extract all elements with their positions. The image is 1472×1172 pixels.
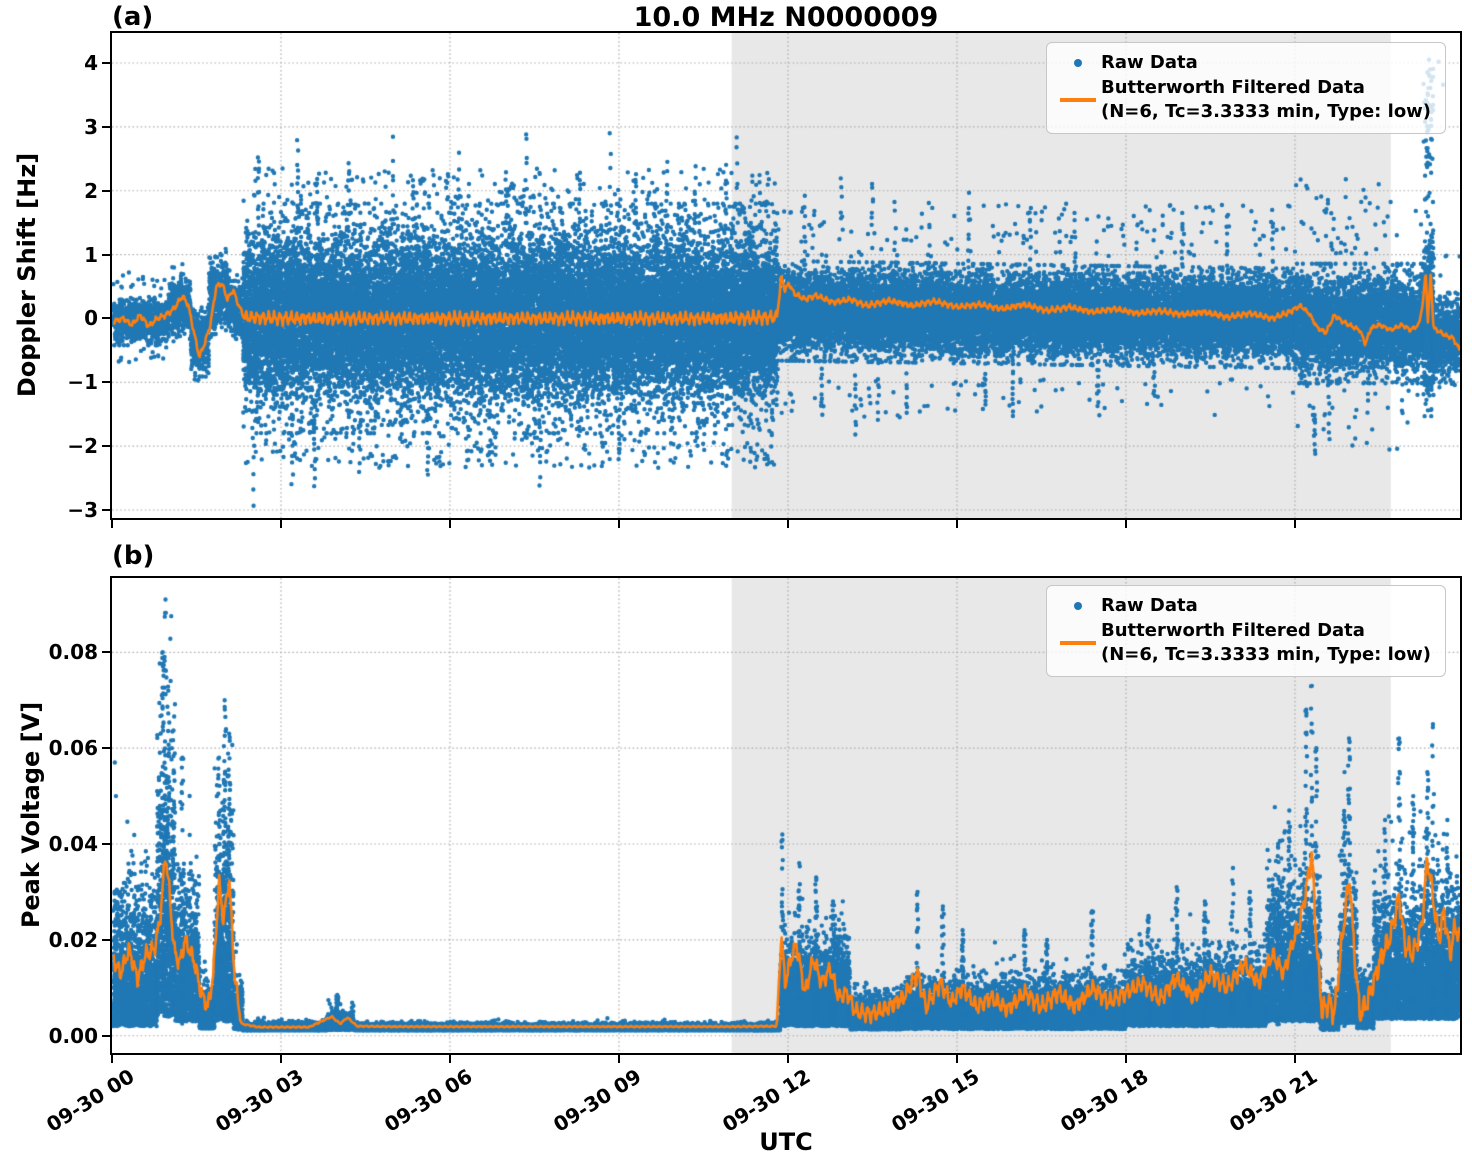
y-tick-label: 1 [84,242,98,267]
x-axis-label: UTC [759,1128,813,1156]
y-tick-mark [102,317,110,320]
x-tick-label: 09-30 15 [887,1064,984,1137]
x-tick-mark [955,1055,958,1063]
filtered-data-marker-icon [1060,98,1096,102]
x-tick-label: 09-30 00 [42,1064,139,1137]
raw-data-marker-icon [1074,602,1082,610]
y-tick-label: −2 [67,434,98,459]
x-tick-mark [955,520,958,528]
x-tick-mark [448,520,451,528]
y-tick-label: 2 [84,178,98,203]
y-tick-label: −3 [67,498,98,523]
legend-item-filtered: Butterworth Filtered Data (N=6, Tc=3.3333… [1055,619,1431,667]
legend-raw-label: Raw Data [1101,52,1198,73]
y-tick-label: 0.06 [48,736,98,761]
x-tick-mark [111,1055,113,1063]
y-tick-mark [102,62,110,64]
x-tick-mark [111,520,113,528]
x-tick-label: 09-30 18 [1056,1064,1153,1137]
x-tick-mark [279,520,282,528]
panel-b-tag: (b) [112,541,155,571]
legend-filtered-label-line1: Butterworth Filtered Data [1101,620,1365,641]
y-tick-mark [102,381,110,384]
x-tick-mark [786,1055,789,1063]
y-tick-label: 0.02 [48,927,98,952]
y-tick-mark [102,509,110,512]
x-tick-mark [786,520,789,528]
y-tick-label: 0.04 [48,832,98,857]
figure-title: 10.0 MHz N0000009 [633,2,939,33]
legend-filtered-label-line1: Butterworth Filtered Data [1101,77,1365,98]
y-tick-mark [102,1034,110,1037]
y-tick-mark [102,445,110,448]
y-tick-mark [102,253,110,256]
x-tick-mark [617,1055,620,1063]
x-tick-mark [1124,520,1127,528]
y-tick-label: 0.00 [48,1023,98,1048]
legend-item-raw: Raw Data [1055,594,1431,618]
y-tick-mark [102,747,110,750]
y-tick-mark [102,189,110,192]
y-tick-label: 4 [84,51,98,75]
filtered-data-marker-icon [1060,641,1096,645]
legend-b: Raw Data Butterworth Filtered Data (N=6, … [1046,585,1447,677]
y-tick-mark [102,938,110,941]
x-tick-label: 09-30 09 [549,1064,646,1137]
y-tick-label: −1 [67,370,98,395]
y-tick-label: 0 [84,306,98,331]
x-tick-mark [1293,520,1296,528]
y-tick-mark [102,651,110,654]
x-tick-label: 09-30 21 [1225,1064,1322,1137]
y-tick-mark [102,125,110,128]
x-tick-label: 09-30 03 [211,1064,308,1137]
legend-filtered-label-line2: (N=6, Tc=3.3333 min, Type: low) [1101,101,1432,122]
legend-a: Raw Data Butterworth Filtered Data (N=6, … [1046,42,1447,134]
x-tick-label: 09-30 06 [380,1064,477,1137]
y-tick-label: 0.08 [48,640,98,665]
raw-data-marker-icon [1074,59,1082,67]
x-tick-mark [279,1055,282,1063]
x-tick-mark [1124,1055,1127,1063]
x-tick-mark [617,520,620,528]
y-tick-label: 3 [84,114,98,139]
legend-item-raw: Raw Data [1055,51,1431,75]
legend-filtered-label-line2: (N=6, Tc=3.3333 min, Type: low) [1101,644,1432,665]
x-tick-mark [1293,1055,1296,1063]
x-tick-label: 09-30 12 [718,1064,815,1137]
legend-raw-label: Raw Data [1101,595,1198,616]
x-tick-mark [448,1055,451,1063]
legend-item-filtered: Butterworth Filtered Data (N=6, Tc=3.3333… [1055,76,1431,124]
panel-a-tag: (a) [112,2,154,32]
y-tick-mark [102,843,110,846]
